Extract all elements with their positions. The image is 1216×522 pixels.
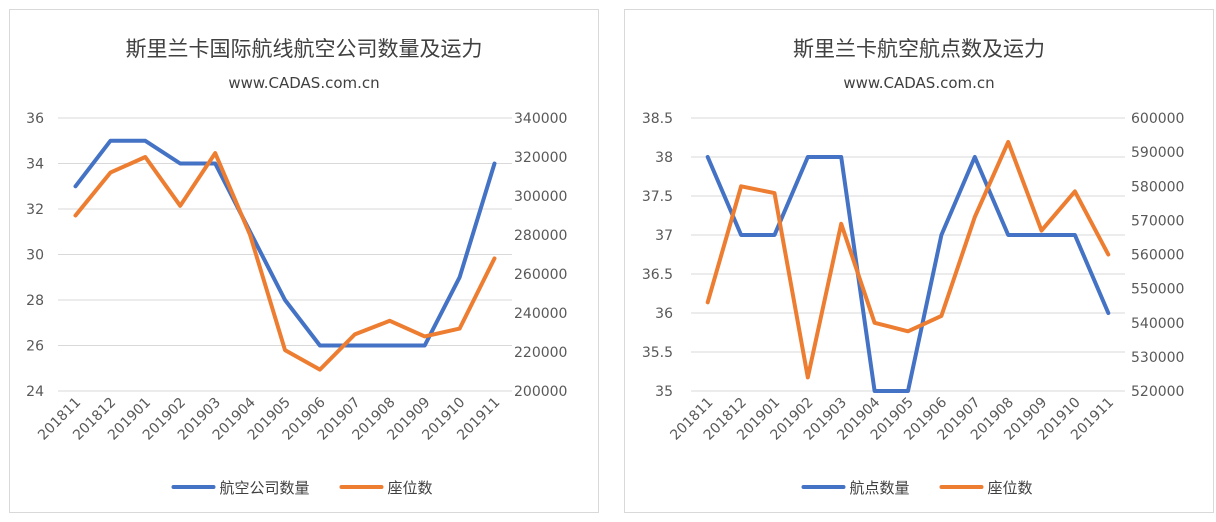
- y-right-tick-label: 560000: [1131, 248, 1184, 264]
- y-left-tick-label: 35: [655, 384, 673, 400]
- y-left-tick-label: 38.5: [642, 111, 673, 127]
- y-left-tick-label: 34: [26, 157, 44, 173]
- chart-subtitle: www.CADAS.com.cn: [843, 74, 994, 92]
- series-line-seats: [705, 139, 1111, 380]
- chart-destinations: 斯里兰卡航空航点数及运力 www.CADAS.com.cn 35 35.5 36 36.5…: [642, 37, 1185, 497]
- y-left-tick-label: 30: [26, 248, 44, 264]
- y-left-tick-label: 36: [26, 111, 44, 127]
- y-right-tick-label: 580000: [1131, 179, 1184, 195]
- y-right-tick-label: 540000: [1131, 316, 1184, 332]
- y-right-tick-label: 520000: [1131, 384, 1184, 400]
- y-right-tick-label: 590000: [1131, 145, 1184, 161]
- y-right-tick-label: 240000: [514, 306, 567, 322]
- y-left-tick-label: 37: [655, 228, 673, 244]
- y-right-tick-label: 200000: [514, 384, 567, 400]
- y-left-tick-label: 38: [655, 150, 673, 166]
- y-right-tick-label: 570000: [1131, 213, 1184, 229]
- y-left-tick-label: 35.5: [642, 345, 673, 361]
- y-left-tick-label: 37.5: [642, 189, 673, 205]
- y-right-tick-label: 320000: [514, 150, 567, 166]
- y-right-tick-label: 220000: [514, 345, 567, 361]
- series-line-seats: [73, 151, 497, 372]
- y-left-tick-label: 24: [26, 384, 44, 400]
- y-left-tick-label: 32: [26, 202, 44, 218]
- chart-panel-airlines: 斯里兰卡国际航线航空公司数量及运力 www.CADAS.com.cn 24 26 28 3…: [9, 9, 599, 513]
- y-left-tick-label: 36: [655, 306, 673, 322]
- y-left-tick-label: 26: [26, 339, 44, 355]
- chart-title: 斯里兰卡航空航点数及运力: [793, 37, 1045, 61]
- y-right-tick-label: 300000: [514, 189, 567, 205]
- legend-label: 航点数量: [850, 479, 910, 497]
- chart-airlines: 斯里兰卡国际航线航空公司数量及运力 www.CADAS.com.cn 24 26 28 3…: [26, 37, 567, 497]
- chart-title: 斯里兰卡国际航线航空公司数量及运力: [126, 37, 483, 61]
- legend-label: 座位数: [988, 479, 1033, 497]
- series-line-count: [73, 138, 497, 348]
- y-right-tick-label: 280000: [514, 228, 567, 244]
- series-line-count: [705, 155, 1111, 393]
- y-right-tick-label: 600000: [1131, 111, 1184, 127]
- y-left-tick-label: 36.5: [642, 267, 673, 283]
- y-right-tick-label: 550000: [1131, 282, 1184, 298]
- y-right-tick-label: 340000: [514, 111, 567, 127]
- y-right-tick-label: 530000: [1131, 350, 1184, 366]
- y-right-tick-label: 260000: [514, 267, 567, 283]
- chart-panel-destinations: 斯里兰卡航空航点数及运力 www.CADAS.com.cn 35 35.5 36 36.5…: [624, 9, 1214, 513]
- legend-label: 航空公司数量: [220, 479, 310, 497]
- legend-label: 座位数: [388, 479, 433, 497]
- y-left-tick-label: 28: [26, 293, 44, 309]
- chart-subtitle: www.CADAS.com.cn: [228, 74, 379, 92]
